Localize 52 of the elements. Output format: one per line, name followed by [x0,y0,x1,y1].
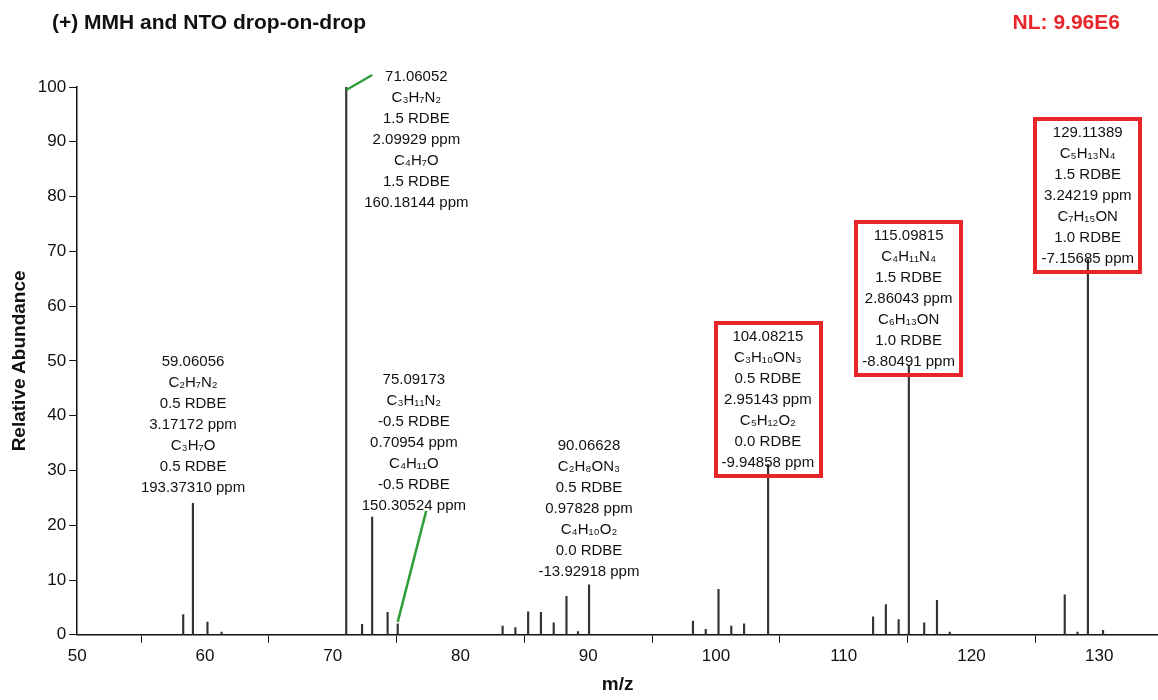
bar [220,631,223,635]
bar [565,596,568,635]
bar [552,622,555,635]
y-axis-title: Relative Abundance [7,270,29,452]
y-tick-label: 80 [47,186,67,206]
bar [587,584,591,635]
bar [527,611,530,635]
text: NL: 9.96E6 [1012,10,1120,34]
y-tick-label: 90 [47,131,67,151]
y-tick-label: 50 [47,350,67,370]
bar [386,612,389,635]
annotation: 90.06628 C₂H₈ON₃ 0.5 RDBE 0.97828 ppm C₄H₁₀O₂ 0.0 RDBE -13.92918 ppm [538,434,640,581]
bar [206,621,209,635]
annotation: 104.08215 C₃H₁₀ON₃ 0.5 RDBE 2.95143 ppm C₅H₁₂O₂ 0.0 RDBE -9.94858 ppm [721,326,815,473]
bar [191,503,194,635]
bar [923,622,926,635]
y-tick-label: 0 [56,624,67,644]
bar [1063,594,1066,635]
bar [935,599,939,635]
y-tick-label: 30 [47,460,67,480]
y-tick-label: 10 [47,569,67,589]
chart-title: (+) MMH and NTO drop-on-drop [52,10,366,34]
bar [371,516,374,635]
bar [182,614,185,635]
y-tick-label: 40 [47,405,67,425]
x-tick-label: 110 [830,645,858,665]
annotation: 75.09173 C₃H₁₁N₂ -0.5 RDBE 0.70954 ppm C₄H₁₁O -0.5 RDBE 150.30524 ppm [361,368,466,515]
x-tick-label: 120 [957,645,986,665]
annotation: 59.06056 C₂H₇N₂ 0.5 RDBE 3.17172 ppm C₃H₇O 0.5 RDBE 193.37310 ppm [140,351,246,498]
x-tick-label: 130 [1085,645,1114,665]
annotation: 71.06052 C₃H₇N₂ 1.5 RDBE 2.09929 ppm C₄H₇O 1.5 RDBE 160.18144 ppm [364,66,469,212]
x-tick-label: 80 [450,645,470,665]
y-tick-label: 100 [37,76,67,96]
x-axis-title: m/z [601,672,634,694]
bar [884,604,887,635]
x-tick-label: 90 [578,645,598,665]
bar [897,619,900,635]
bar [872,616,875,635]
y-tick-label: 70 [47,241,67,261]
annotation: 115.09815 C₄H₁₁N₄ 1.5 RDBE 2.86043 ppm C₆H₁₃ON 1.0 RDBE -8.80491 ppm [862,225,955,372]
y-tick-label: 60 [47,295,67,315]
x-tick-label: 50 [67,645,87,665]
bar [345,87,348,635]
annotation: 129.11389 C₅H₁₃N₄ 1.5 RDBE 3.24219 ppm C₇H₁₅ON 1.0 RDBE -7.15685 ppm [1041,122,1134,268]
x-tick-label: 60 [195,645,215,665]
x-tick-label: 70 [323,645,343,665]
x-tick-label: 100 [701,645,731,665]
bar [907,366,910,635]
bar [717,589,720,635]
y-tick-label: 20 [47,514,67,534]
bar [1076,631,1079,635]
bar [539,612,543,635]
